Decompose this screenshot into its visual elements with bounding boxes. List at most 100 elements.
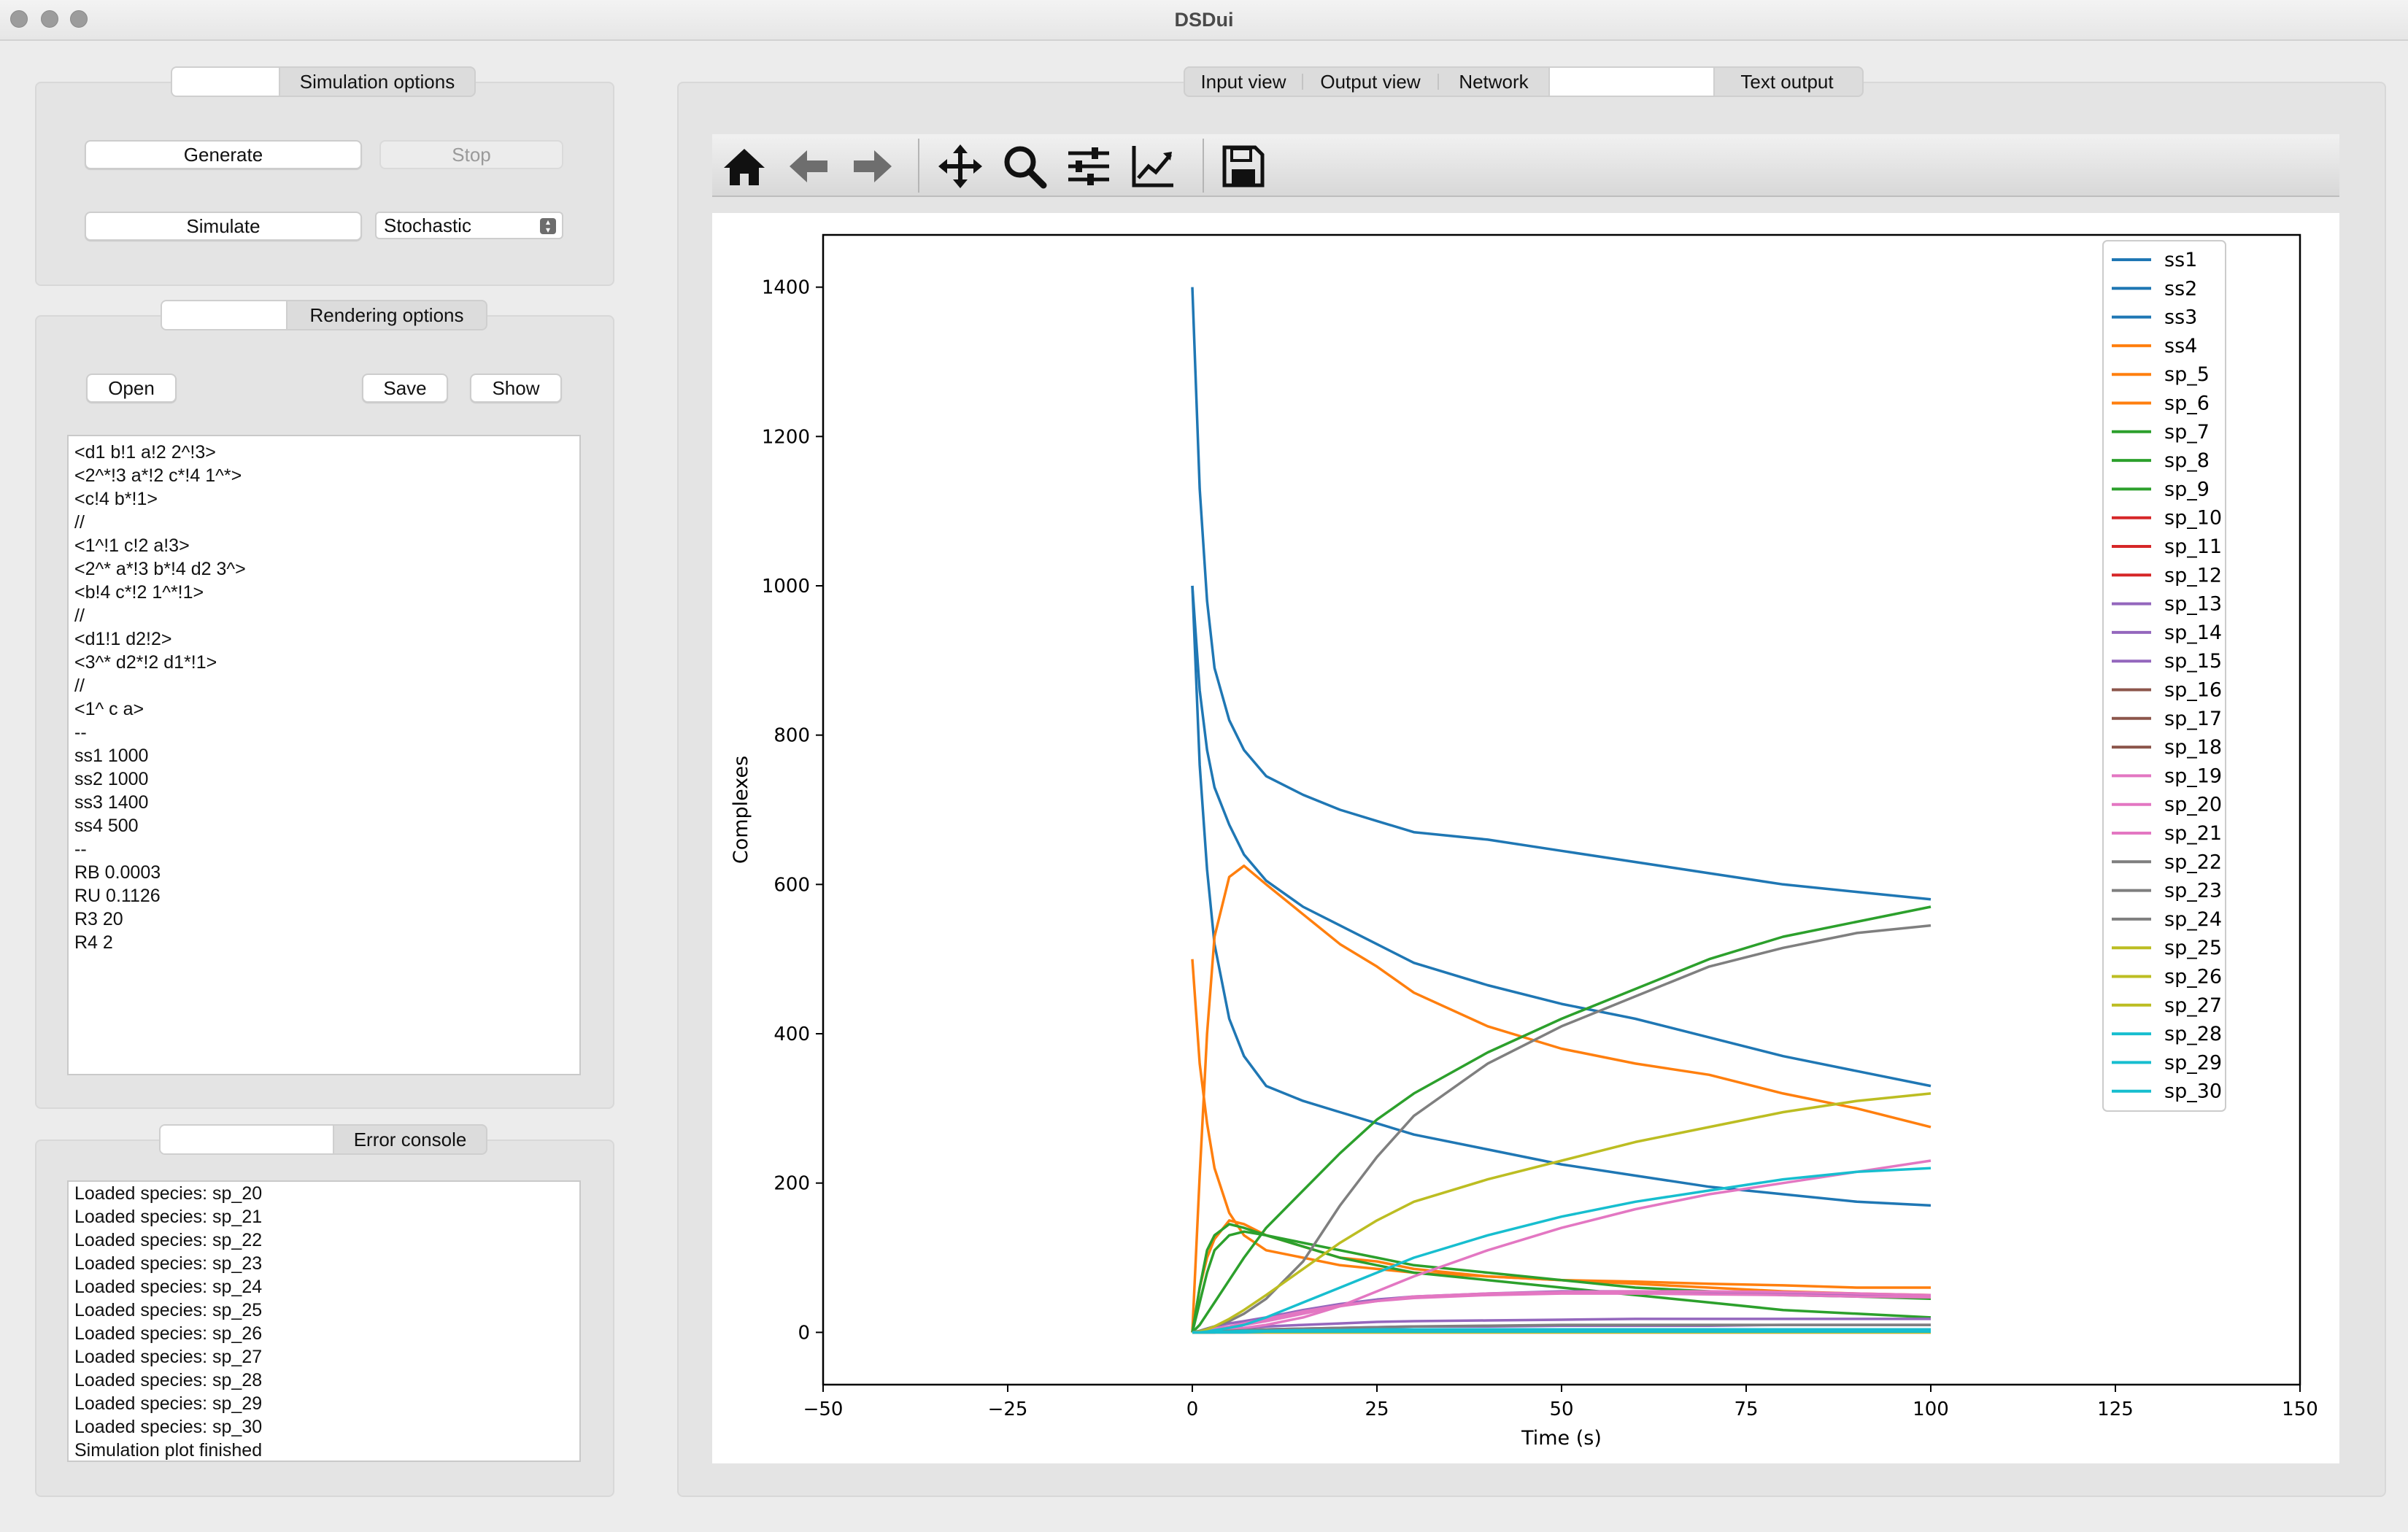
legend-label: sp_10 (2164, 507, 2222, 530)
code-line: // (74, 606, 85, 626)
back-arrow-icon[interactable] (785, 143, 832, 190)
error-console-header: Error console (159, 1124, 487, 1155)
legend-label: sp_27 (2164, 994, 2222, 1017)
simulate-button[interactable]: Simulate (85, 212, 362, 241)
simulation-mode-select[interactable]: Stochastic ▴ ▾ (375, 212, 563, 239)
code-line: <c!4 b*!1> (74, 489, 158, 509)
y-tick-label: 1400 (762, 277, 810, 299)
show-button[interactable]: Show (470, 374, 562, 403)
x-tick-label: −50 (803, 1398, 844, 1420)
x-tick-label: 125 (2097, 1398, 2134, 1420)
legend-label: sp_11 (2164, 535, 2222, 558)
code-line: ss2 1000 (74, 769, 149, 789)
save-figure-icon[interactable] (1220, 143, 1267, 190)
y-tick-label: 800 (773, 725, 810, 747)
console-line: Loaded species: sp_26 (74, 1323, 263, 1344)
open-button[interactable]: Open (86, 374, 177, 403)
zoom-icon[interactable] (1001, 143, 1048, 190)
legend-label: sp_25 (2164, 937, 2222, 959)
x-tick-label: 150 (2282, 1398, 2318, 1420)
y-tick-label: 400 (773, 1024, 810, 1045)
code-line: <2^* a*!3 b*!4 d2 3^> (74, 559, 246, 579)
configure-subplots-icon[interactable] (1065, 143, 1112, 190)
legend-label: ss1 (2164, 249, 2197, 271)
stop-button[interactable]: Stop (379, 140, 563, 169)
tab-input-view[interactable]: Input view (1200, 70, 1286, 93)
legend-label: sp_26 (2164, 966, 2222, 989)
console-line: Loaded species: sp_25 (74, 1300, 263, 1320)
minimize-window-button[interactable] (41, 10, 58, 28)
plot-frame (822, 233, 2301, 1386)
simulation-options-panel (35, 82, 614, 286)
series-line-sp-21 (1192, 1292, 1932, 1334)
plot-canvas[interactable]: −50 −25 0 25 50 75 100 125 150 0 200 400 600 800 1000 1… (712, 213, 2339, 1463)
series-line-sp-28 (1192, 1167, 1932, 1334)
dsd-code-editor[interactable]: <d1 b!1 a!2 2^!3> <2^*!3 a*!2 c*!4 1^*> <c… (67, 435, 581, 1075)
code-line: ss3 1400 (74, 792, 149, 813)
tab-selected-blank[interactable] (1548, 68, 1715, 96)
console-line: Simulation plot finished (74, 1440, 263, 1461)
y-tick-label: 600 (773, 874, 810, 896)
console-line: Loaded species: sp_24 (74, 1277, 263, 1297)
console-line: Loaded species: sp_21 (74, 1207, 263, 1227)
series-line-sp-25 (1192, 1092, 1932, 1334)
code-line: <d1!1 d2!2> (74, 629, 172, 649)
legend-box (2102, 240, 2226, 1112)
window-title: DSDui (1174, 9, 1234, 31)
forward-arrow-icon[interactable] (849, 143, 896, 190)
y-tick-label: 1000 (762, 576, 810, 597)
zoom-window-button[interactable] (70, 10, 88, 28)
series-line-sp-5 (1191, 864, 1932, 1333)
generate-button[interactable]: Generate (85, 140, 362, 169)
legend-label: sp_17 (2164, 708, 2222, 730)
pan-icon[interactable] (937, 143, 984, 190)
legend-label: sp_23 (2164, 880, 2222, 902)
x-tick-label: −25 (988, 1398, 1028, 1420)
edit-axis-icon[interactable] (1130, 143, 1176, 190)
legend-label: sp_28 (2164, 1023, 2222, 1045)
legend-label: sp_20 (2164, 794, 2222, 816)
x-tick-label: 50 (1549, 1398, 1573, 1420)
series-line-sp-7 (1191, 1223, 1932, 1333)
legend-label: sp_19 (2164, 765, 2222, 787)
y-axis-label: Complexes (730, 756, 752, 864)
legend-label: sp_18 (2164, 736, 2222, 759)
simulation-options-label: Simulation options (299, 70, 455, 93)
view-tabs: Input view Output view Network Text outp… (1184, 66, 1864, 97)
series-line-ss1 (1191, 585, 1932, 1088)
save-button[interactable]: Save (362, 374, 448, 403)
code-line: ss1 1000 (74, 746, 149, 766)
code-line: RU 0.1126 (74, 886, 161, 906)
legend-label: sp_22 (2164, 851, 2222, 873)
tab-output-view[interactable]: Output view (1320, 70, 1421, 93)
console-line: Loaded species: sp_22 (74, 1230, 263, 1250)
tab-text-output[interactable]: Text output (1740, 70, 1834, 93)
plot-toolbar (712, 134, 2339, 197)
home-icon[interactable] (721, 143, 768, 190)
tab-network[interactable]: Network (1459, 70, 1529, 93)
x-tick-label: 75 (1734, 1398, 1758, 1420)
simulation-options-header: Simulation options (171, 66, 476, 97)
rendering-options-header: Rendering options (161, 300, 487, 330)
legend-label: sp_30 (2164, 1080, 2222, 1103)
code-line: R3 20 (74, 909, 123, 929)
time-series-chart[interactable]: −50 −25 0 25 50 75 100 125 150 0 200 400 600 800 1000 1… (712, 213, 2339, 1463)
code-line: R4 2 (74, 932, 113, 953)
error-console-output[interactable]: Loaded species: sp_20 Loaded species: sp_… (67, 1180, 581, 1462)
legend-label: sp_7 (2164, 421, 2210, 444)
code-line: // (74, 676, 85, 696)
legend-label: ss4 (2164, 335, 2197, 357)
code-line: RB 0.0003 (74, 862, 161, 883)
series-line-ss4 (1191, 959, 1931, 1289)
code-line: <1^ c a> (74, 699, 144, 719)
console-line: Loaded species: sp_28 (74, 1370, 263, 1390)
legend-label: ss3 (2164, 306, 2197, 329)
x-tick-label: 25 (1365, 1398, 1389, 1420)
error-console-label: Error console (353, 1128, 467, 1150)
console-line: Loaded species: sp_29 (74, 1393, 263, 1414)
close-window-button[interactable] (10, 10, 28, 28)
series-line-sp-30 (1192, 1330, 1931, 1334)
code-line: <2^*!3 a*!2 c*!4 1^*> (74, 465, 242, 486)
rendering-options-label: Rendering options (309, 303, 464, 326)
code-line: <1^!1 c!2 a!3> (74, 535, 190, 556)
